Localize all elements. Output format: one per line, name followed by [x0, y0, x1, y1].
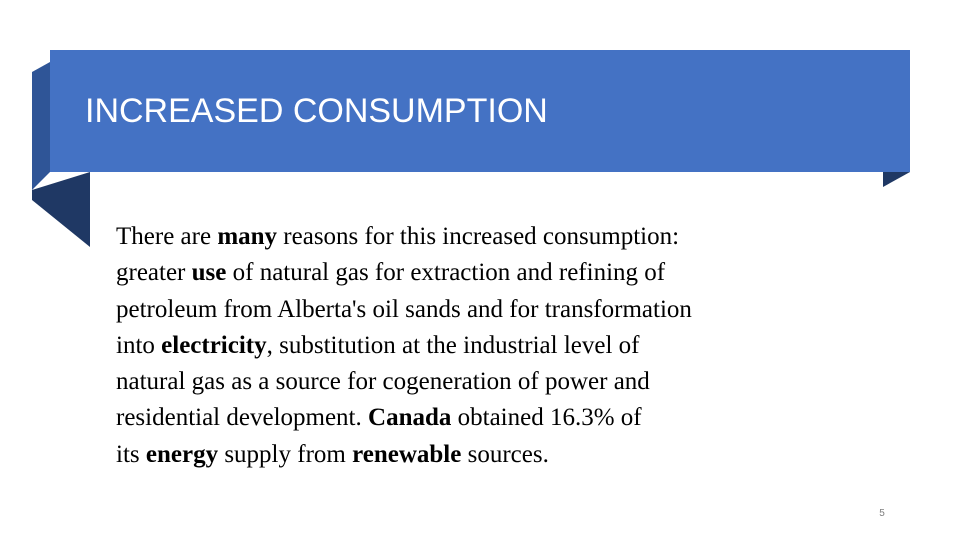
body-text-segment: supply from — [218, 440, 353, 468]
left-ribbon-fold — [32, 172, 90, 247]
body-text-segment: There are — [116, 223, 218, 250]
left-ribbon-back — [32, 62, 50, 190]
body-line: its energy supply from renewable sources… — [116, 437, 876, 473]
body-line: petroleum from Alberta's oil sands and f… — [116, 292, 876, 328]
body-text-segment: greater — [116, 259, 192, 287]
emphasis-text: energy — [145, 440, 219, 468]
body-text-segment: into — [116, 331, 162, 359]
body-line: natural gas as a source for cogeneration… — [116, 364, 876, 400]
emphasis-text: use — [191, 259, 227, 287]
body-text-segment: reasons for this increased consumption: — [277, 223, 680, 250]
body-paragraph: There are many reasons for this increase… — [116, 219, 876, 473]
right-ribbon-fold — [883, 172, 910, 187]
emphasis-text: many — [217, 223, 278, 250]
body-text-segment: of natural gas for extraction and refini… — [226, 259, 666, 287]
body-text-segment: petroleum from Alberta's oil sands and f… — [116, 295, 692, 323]
body-line: greater use of natural gas for extractio… — [116, 255, 876, 291]
body-text-segment: its — [116, 440, 146, 468]
body-line: residential development. Canada obtained… — [116, 400, 876, 436]
body-text-segment: residential development. — [116, 404, 369, 432]
body-text-segment: natural gas as a source for cogeneration… — [116, 368, 650, 396]
body-text-segment: , substitution at the industrial level o… — [266, 331, 640, 359]
title-banner: INCREASED CONSUMPTION — [50, 50, 910, 172]
body-line: into electricity, substitution at the in… — [116, 328, 876, 364]
page-number: 5 — [879, 508, 885, 519]
body-text-segment: obtained 16.3% of — [451, 404, 642, 432]
body-text-segment: sources. — [461, 440, 549, 468]
emphasis-text: Canada — [368, 404, 452, 432]
emphasis-text: electricity — [161, 331, 267, 359]
body-line: There are many reasons for this increase… — [116, 219, 876, 255]
emphasis-text: renewable — [352, 440, 462, 468]
slide-title: INCREASED CONSUMPTION — [85, 92, 548, 130]
